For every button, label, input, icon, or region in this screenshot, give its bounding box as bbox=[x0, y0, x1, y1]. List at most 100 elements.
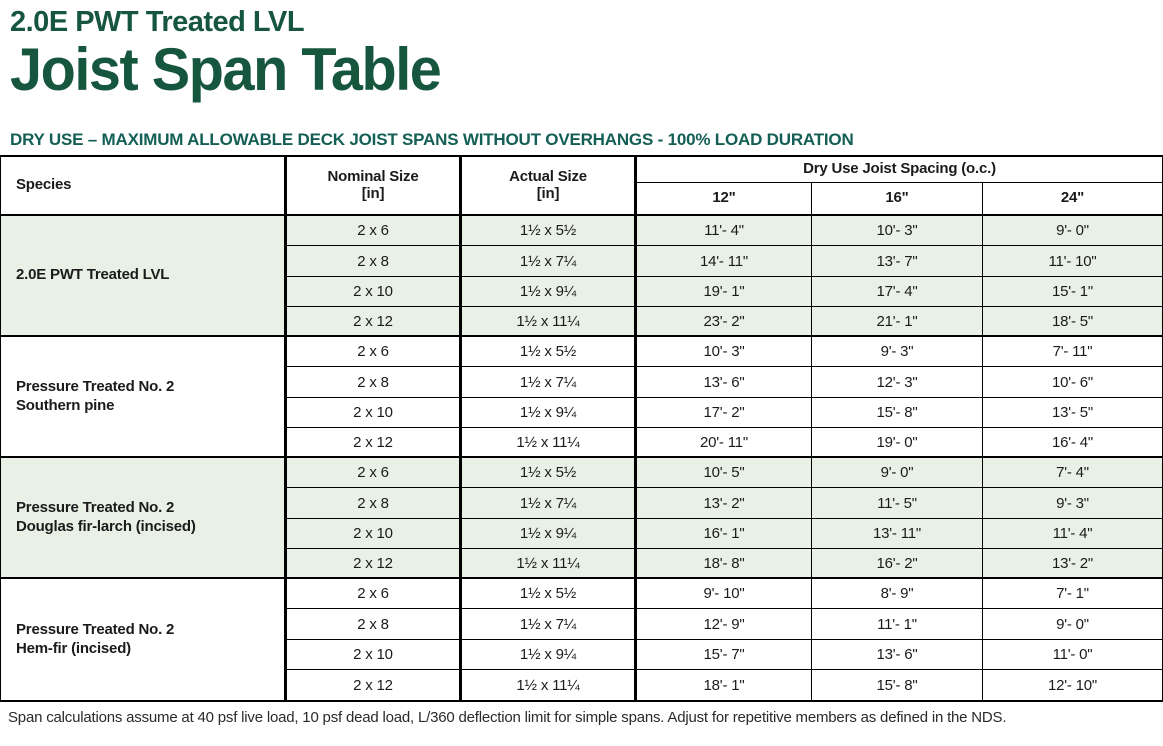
span-cell: 21'- 1" bbox=[812, 306, 983, 338]
span-cell: 9'- 0" bbox=[983, 216, 1162, 247]
actual-cell: 1½ x 5½ bbox=[462, 216, 637, 247]
column-header-label: Nominal Size bbox=[327, 167, 419, 185]
actual-cell: 1½ x 9¼ bbox=[462, 276, 637, 307]
span-cell: 8'- 9" bbox=[812, 579, 983, 610]
nominal-cell: 2 x 12 bbox=[287, 306, 462, 338]
actual-cell: 1½ x 9¼ bbox=[462, 397, 637, 428]
span-cell: 11'- 4" bbox=[637, 216, 812, 247]
nominal-cell: 2 x 10 bbox=[287, 639, 462, 670]
species-group-cell: Pressure Treated No. 2 Southern pine bbox=[1, 337, 287, 459]
species-line: Hem-fir (incised) bbox=[16, 639, 131, 657]
span-cell: 19'- 0" bbox=[812, 427, 983, 459]
span-cell: 16'- 4" bbox=[983, 428, 1162, 459]
span-cell: 7'- 4" bbox=[983, 458, 1162, 489]
species-line: Pressure Treated No. 2 bbox=[16, 620, 175, 638]
span-cell: 13'- 7" bbox=[812, 246, 983, 277]
actual-cell: 1½ x 11¼ bbox=[462, 669, 637, 701]
span-cell: 12'- 3" bbox=[812, 367, 983, 398]
actual-cell: 1½ x 11¼ bbox=[462, 306, 637, 338]
actual-cell: 1½ x 7¼ bbox=[462, 609, 637, 640]
span-cell: 12'- 9" bbox=[637, 609, 812, 640]
span-cell: 18'- 1" bbox=[637, 669, 812, 701]
span-cell: 13'- 11" bbox=[812, 518, 983, 549]
nominal-cell: 2 x 10 bbox=[287, 397, 462, 428]
species-group-cell: 2.0E PWT Treated LVL bbox=[1, 216, 287, 338]
column-header-species: Species bbox=[1, 157, 287, 217]
actual-cell: 1½ x 7¼ bbox=[462, 367, 637, 398]
column-header-actual-size: Actual Size [in] bbox=[462, 157, 637, 217]
span-cell: 11'- 10" bbox=[983, 246, 1162, 277]
column-header-spacing-group: Dry Use Joist Spacing (o.c.) bbox=[637, 157, 1162, 184]
span-cell: 15'- 1" bbox=[983, 276, 1162, 307]
span-cell: 10'- 5" bbox=[637, 458, 812, 489]
span-cell: 9'- 0" bbox=[983, 609, 1162, 640]
span-cell: 15'- 7" bbox=[637, 639, 812, 670]
species-line: Southern pine bbox=[16, 396, 115, 414]
span-cell: 14'- 11" bbox=[637, 246, 812, 277]
nominal-cell: 2 x 6 bbox=[287, 458, 462, 489]
span-cell: 18'- 5" bbox=[983, 306, 1162, 338]
nominal-cell: 2 x 8 bbox=[287, 367, 462, 398]
span-cell: 19'- 1" bbox=[637, 276, 812, 307]
nominal-cell: 2 x 10 bbox=[287, 518, 462, 549]
actual-cell: 1½ x 7¼ bbox=[462, 246, 637, 277]
nominal-cell: 2 x 12 bbox=[287, 548, 462, 580]
span-cell: 13'- 2" bbox=[983, 548, 1162, 580]
joist-span-table: Species Nominal Size [in] Actual Size [i… bbox=[0, 155, 1163, 703]
species-line: Pressure Treated No. 2 bbox=[16, 377, 175, 395]
column-header-unit: [in] bbox=[536, 184, 560, 202]
span-cell: 23'- 2" bbox=[637, 306, 812, 338]
span-cell: 11'- 5" bbox=[812, 488, 983, 519]
span-cell: 11'- 0" bbox=[983, 640, 1162, 670]
column-header-spacing-16: 16" bbox=[812, 183, 983, 217]
page-title: Joist Span Table bbox=[10, 36, 442, 104]
span-cell: 13'- 2" bbox=[637, 488, 812, 519]
span-cell: 15'- 8" bbox=[812, 397, 983, 428]
span-cell: 9'- 3" bbox=[983, 488, 1162, 519]
span-cell: 17'- 4" bbox=[812, 276, 983, 307]
nominal-cell: 2 x 12 bbox=[287, 669, 462, 701]
span-cell: 7'- 11" bbox=[983, 337, 1162, 368]
actual-cell: 1½ x 5½ bbox=[462, 579, 637, 610]
span-cell: 13'- 5" bbox=[983, 398, 1162, 428]
species-group-cell: Pressure Treated No. 2 Hem-fir (incised) bbox=[1, 579, 287, 701]
span-cell: 11'- 4" bbox=[983, 518, 1162, 549]
column-header-spacing-12: 12" bbox=[637, 183, 812, 217]
actual-cell: 1½ x 7¼ bbox=[462, 488, 637, 519]
species-line: 2.0E PWT Treated LVL bbox=[16, 266, 170, 284]
column-header-unit: [in] bbox=[361, 184, 385, 202]
nominal-cell: 2 x 8 bbox=[287, 609, 462, 640]
nominal-cell: 2 x 12 bbox=[287, 427, 462, 459]
span-cell: 20'- 11" bbox=[637, 427, 812, 459]
species-line: Pressure Treated No. 2 bbox=[16, 498, 175, 516]
span-cell: 16'- 2" bbox=[812, 548, 983, 580]
span-cell: 9'- 0" bbox=[812, 458, 983, 489]
span-cell: 9'- 10" bbox=[637, 579, 812, 610]
span-cell: 12'- 10" bbox=[1047, 676, 1098, 694]
nominal-cell: 2 x 8 bbox=[287, 246, 462, 277]
footnote: Span calculations assume at 40 psf live … bbox=[8, 709, 1007, 727]
span-cell: 10'- 3" bbox=[812, 216, 983, 247]
actual-cell: 1½ x 9¼ bbox=[462, 639, 637, 670]
span-cell: 11'- 1" bbox=[812, 609, 983, 640]
species-group-cell: Pressure Treated No. 2 Douglas fir-larch… bbox=[1, 458, 287, 580]
actual-cell: 1½ x 11¼ bbox=[462, 548, 637, 580]
span-cell: 9'- 3" bbox=[812, 337, 983, 368]
document-header: 2.0E PWT Treated LVL Joist Span Table DR… bbox=[0, 0, 1163, 149]
nominal-cell: 2 x 6 bbox=[287, 337, 462, 368]
table-subtitle: DRY USE – MAXIMUM ALLOWABLE DECK JOIST S… bbox=[10, 129, 854, 149]
span-cell: 15'- 8" bbox=[812, 669, 983, 701]
span-cell: 18'- 8" bbox=[637, 548, 812, 580]
span-cell: 10'- 3" bbox=[637, 337, 812, 368]
column-header-nominal-size: Nominal Size [in] bbox=[287, 157, 462, 217]
span-cell: 13'- 6" bbox=[812, 639, 983, 670]
nominal-cell: 2 x 6 bbox=[287, 216, 462, 247]
nominal-cell: 2 x 8 bbox=[287, 488, 462, 519]
species-line: Douglas fir-larch (incised) bbox=[16, 517, 196, 535]
actual-cell: 1½ x 9¼ bbox=[462, 518, 637, 549]
span-cell: 17'- 2" bbox=[637, 397, 812, 428]
span-cell: 13'- 6" bbox=[637, 367, 812, 398]
nominal-cell: 2 x 6 bbox=[287, 579, 462, 610]
actual-cell: 1½ x 5½ bbox=[462, 337, 637, 368]
